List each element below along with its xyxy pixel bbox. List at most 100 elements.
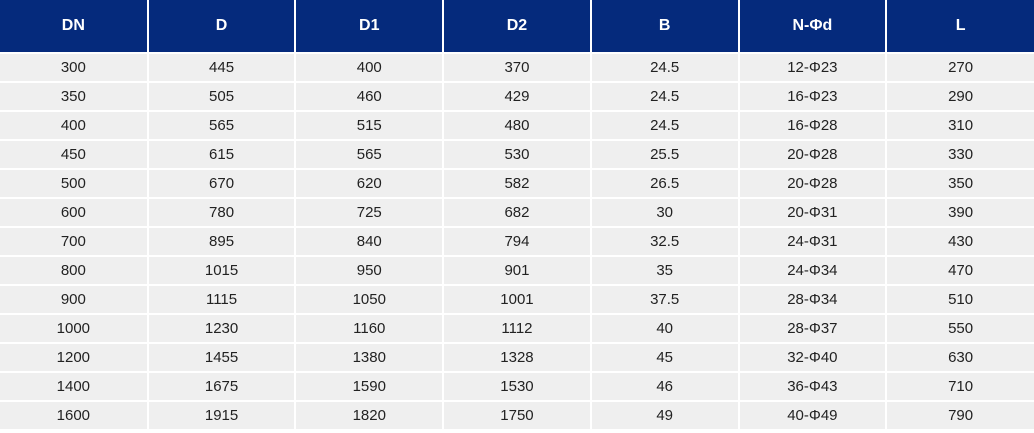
table-cell: 670 bbox=[147, 169, 297, 199]
table-cell: 1050 bbox=[295, 285, 445, 315]
table-cell: 1230 bbox=[147, 314, 297, 344]
table-cell: 37.5 bbox=[590, 285, 740, 315]
table-cell: 1112 bbox=[443, 314, 592, 344]
column-header: D bbox=[147, 0, 297, 54]
table-cell: 1015 bbox=[147, 256, 297, 286]
table-cell: 700 bbox=[0, 227, 149, 257]
table-cell: 710 bbox=[886, 372, 1034, 402]
table-row: 700 895 840 794 32.5 24-Φ31 430 bbox=[0, 227, 1034, 257]
table-cell: 615 bbox=[147, 140, 297, 170]
table-row: 500 670 620 582 26.5 20-Φ28 350 bbox=[0, 169, 1034, 199]
table-cell: 350 bbox=[886, 169, 1034, 199]
table-cell: 582 bbox=[443, 169, 592, 199]
table-cell: 1750 bbox=[443, 401, 592, 431]
table-cell: 12-Φ23 bbox=[738, 53, 888, 83]
table-cell: 1530 bbox=[443, 372, 592, 402]
table-cell: 1000 bbox=[0, 314, 149, 344]
table-row: 350 505 460 429 24.5 16-Φ23 290 bbox=[0, 82, 1034, 112]
table-cell: 445 bbox=[147, 53, 297, 83]
table-cell: 1455 bbox=[147, 343, 297, 373]
table-cell: 1400 bbox=[0, 372, 149, 402]
table-cell: 390 bbox=[886, 198, 1034, 228]
column-header: L bbox=[886, 0, 1034, 54]
table-cell: 1915 bbox=[147, 401, 297, 431]
table-cell: 794 bbox=[443, 227, 592, 257]
column-header: D2 bbox=[443, 0, 592, 54]
table-cell: 1675 bbox=[147, 372, 297, 402]
table-cell: 16-Φ28 bbox=[738, 111, 888, 141]
table-cell: 895 bbox=[147, 227, 297, 257]
table-cell: 24.5 bbox=[590, 82, 740, 112]
table-cell: 350 bbox=[0, 82, 149, 112]
table-cell: 950 bbox=[295, 256, 445, 286]
table-cell: 32-Φ40 bbox=[738, 343, 888, 373]
table-cell: 1160 bbox=[295, 314, 445, 344]
table-cell: 270 bbox=[886, 53, 1034, 83]
table-cell: 725 bbox=[295, 198, 445, 228]
table-cell: 28-Φ37 bbox=[738, 314, 888, 344]
table-cell: 330 bbox=[886, 140, 1034, 170]
table-cell: 35 bbox=[590, 256, 740, 286]
table-cell: 1328 bbox=[443, 343, 592, 373]
table-cell: 480 bbox=[443, 111, 592, 141]
table-cell: 25.5 bbox=[590, 140, 740, 170]
table-row: 1200 1455 1380 1328 45 32-Φ40 630 bbox=[0, 343, 1034, 373]
table-cell: 24.5 bbox=[590, 53, 740, 83]
table-cell: 1001 bbox=[443, 285, 592, 315]
table-cell: 30 bbox=[590, 198, 740, 228]
table-cell: 565 bbox=[147, 111, 297, 141]
table-cell: 780 bbox=[147, 198, 297, 228]
table-cell: 515 bbox=[295, 111, 445, 141]
table-cell: 24.5 bbox=[590, 111, 740, 141]
table-cell: 20-Φ28 bbox=[738, 169, 888, 199]
table-cell: 600 bbox=[0, 198, 149, 228]
table-row: 1600 1915 1820 1750 49 40-Φ49 790 bbox=[0, 401, 1034, 431]
table-row: 600 780 725 682 30 20-Φ31 390 bbox=[0, 198, 1034, 228]
table-cell: 530 bbox=[443, 140, 592, 170]
table-cell: 40 bbox=[590, 314, 740, 344]
table-cell: 900 bbox=[0, 285, 149, 315]
table-cell: 20-Φ31 bbox=[738, 198, 888, 228]
table-cell: 510 bbox=[886, 285, 1034, 315]
table-cell: 1200 bbox=[0, 343, 149, 373]
table-cell: 620 bbox=[295, 169, 445, 199]
table-cell: 1600 bbox=[0, 401, 149, 431]
header-row: DN D D1 D2 B N-Φd L bbox=[0, 0, 1034, 54]
table-cell: 20-Φ28 bbox=[738, 140, 888, 170]
column-header: N-Φd bbox=[738, 0, 888, 54]
table-cell: 24-Φ34 bbox=[738, 256, 888, 286]
table-cell: 550 bbox=[886, 314, 1034, 344]
table-cell: 840 bbox=[295, 227, 445, 257]
table-cell: 790 bbox=[886, 401, 1034, 431]
table-cell: 400 bbox=[295, 53, 445, 83]
table-cell: 26.5 bbox=[590, 169, 740, 199]
table-cell: 370 bbox=[443, 53, 592, 83]
table-row: 450 615 565 530 25.5 20-Φ28 330 bbox=[0, 140, 1034, 170]
table-cell: 430 bbox=[886, 227, 1034, 257]
table-cell: 400 bbox=[0, 111, 149, 141]
table-cell: 565 bbox=[295, 140, 445, 170]
table-row: 900 1115 1050 1001 37.5 28-Φ34 510 bbox=[0, 285, 1034, 315]
table-cell: 1590 bbox=[295, 372, 445, 402]
table-row: 1400 1675 1590 1530 46 36-Φ43 710 bbox=[0, 372, 1034, 402]
table-cell: 800 bbox=[0, 256, 149, 286]
table-cell: 901 bbox=[443, 256, 592, 286]
table-cell: 49 bbox=[590, 401, 740, 431]
table-cell: 310 bbox=[886, 111, 1034, 141]
table-row: 400 565 515 480 24.5 16-Φ28 310 bbox=[0, 111, 1034, 141]
table-cell: 1380 bbox=[295, 343, 445, 373]
column-header: B bbox=[590, 0, 740, 54]
table-row: 300 445 400 370 24.5 12-Φ23 270 bbox=[0, 53, 1034, 83]
column-header: DN bbox=[0, 0, 149, 54]
table-cell: 36-Φ43 bbox=[738, 372, 888, 402]
table-cell: 46 bbox=[590, 372, 740, 402]
table-cell: 682 bbox=[443, 198, 592, 228]
table-cell: 32.5 bbox=[590, 227, 740, 257]
table-cell: 24-Φ31 bbox=[738, 227, 888, 257]
table-cell: 300 bbox=[0, 53, 149, 83]
table-cell: 500 bbox=[0, 169, 149, 199]
table-cell: 460 bbox=[295, 82, 445, 112]
table-cell: 40-Φ49 bbox=[738, 401, 888, 431]
column-header: D1 bbox=[295, 0, 445, 54]
